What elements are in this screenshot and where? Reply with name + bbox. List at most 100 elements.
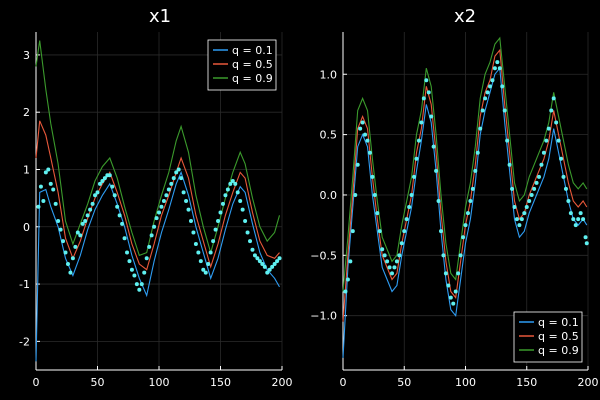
data-point	[228, 181, 233, 186]
data-point	[584, 241, 589, 246]
x-tick-label: 50	[397, 376, 411, 389]
y-tick-label: 3	[23, 49, 30, 62]
data-point	[434, 168, 439, 173]
data-point	[68, 270, 73, 275]
data-point	[132, 273, 137, 278]
legend-label: q = 0.5	[232, 58, 273, 71]
data-point	[270, 264, 275, 269]
data-point	[539, 162, 544, 167]
data-point	[238, 199, 243, 203]
data-point	[439, 229, 443, 234]
data-point	[446, 283, 451, 288]
data-point	[245, 230, 250, 235]
data-point	[546, 126, 551, 131]
data-point	[473, 168, 478, 173]
data-point	[419, 120, 424, 125]
data-point	[554, 120, 559, 125]
data-point	[367, 150, 372, 155]
data-point	[571, 217, 576, 222]
data-point	[134, 282, 139, 287]
data-point	[65, 262, 70, 267]
data-point	[61, 239, 66, 244]
x-tick-label: 200	[578, 376, 599, 389]
data-point	[578, 211, 583, 216]
x-tick-label: 0	[340, 376, 347, 389]
data-point	[120, 221, 125, 226]
data-point	[463, 223, 468, 228]
data-point	[230, 178, 235, 183]
data-point	[559, 156, 564, 161]
data-point	[441, 253, 446, 258]
x-tick-label: 0	[33, 376, 40, 389]
data-point	[414, 156, 419, 161]
data-point	[220, 201, 225, 206]
data-point	[363, 132, 368, 137]
data-point	[382, 253, 387, 258]
data-point	[412, 174, 417, 179]
data-point	[252, 253, 257, 258]
data-point	[147, 244, 152, 249]
data-point	[149, 233, 154, 238]
data-point	[161, 199, 166, 203]
data-point	[544, 138, 549, 143]
data-point	[233, 181, 238, 186]
data-point	[353, 192, 358, 197]
data-point	[360, 120, 365, 125]
data-point	[512, 205, 517, 210]
data-point	[453, 289, 458, 294]
y-tick-label: -1	[19, 278, 30, 291]
data-point	[576, 217, 581, 222]
data-point	[112, 193, 117, 198]
series-line	[35, 40, 281, 257]
data-point	[519, 217, 524, 222]
panel-x1: x1 0 50 100 150 200 -2 -1 0 1 2 3 q = 0.1q = 0.5q =…	[19, 6, 292, 389]
data-point	[223, 193, 228, 198]
data-point	[409, 192, 414, 197]
data-point	[186, 207, 191, 212]
data-point	[556, 138, 561, 143]
data-point	[436, 199, 441, 203]
data-point	[117, 213, 122, 218]
data-point	[524, 205, 529, 210]
data-point	[78, 233, 83, 238]
y-tick-label: 0	[23, 221, 30, 234]
data-point	[350, 229, 355, 234]
data-point	[416, 138, 421, 143]
y-tick-label: 2	[23, 106, 30, 119]
data-point	[355, 162, 360, 167]
data-point	[431, 144, 436, 149]
data-point	[93, 193, 98, 198]
data-point	[169, 181, 174, 186]
data-point	[532, 186, 537, 191]
data-point	[429, 114, 434, 119]
data-point	[46, 167, 51, 172]
data-point	[179, 176, 184, 181]
data-point	[255, 256, 260, 261]
data-point	[490, 78, 495, 83]
data-point	[573, 223, 578, 228]
data-point	[88, 207, 93, 212]
data-point	[358, 126, 363, 131]
data-point	[213, 227, 218, 232]
chart-title-x2: x2	[454, 6, 476, 27]
data-point	[551, 96, 556, 101]
data-point	[275, 259, 280, 264]
data-point	[95, 190, 100, 195]
data-point	[343, 289, 348, 294]
data-point	[372, 192, 377, 197]
data-point	[505, 138, 510, 143]
legend-box	[513, 311, 583, 363]
data-point	[100, 178, 105, 183]
data-point	[152, 224, 157, 229]
data-point	[392, 265, 397, 270]
data-point	[139, 282, 144, 287]
data-point	[485, 90, 490, 95]
data-point	[370, 174, 375, 179]
data-point	[537, 174, 541, 179]
data-point	[211, 239, 216, 244]
y-tick-label: -2	[19, 335, 30, 348]
series-line	[35, 120, 280, 271]
data-point	[56, 219, 61, 224]
data-point	[191, 230, 196, 235]
data-point	[387, 265, 392, 270]
